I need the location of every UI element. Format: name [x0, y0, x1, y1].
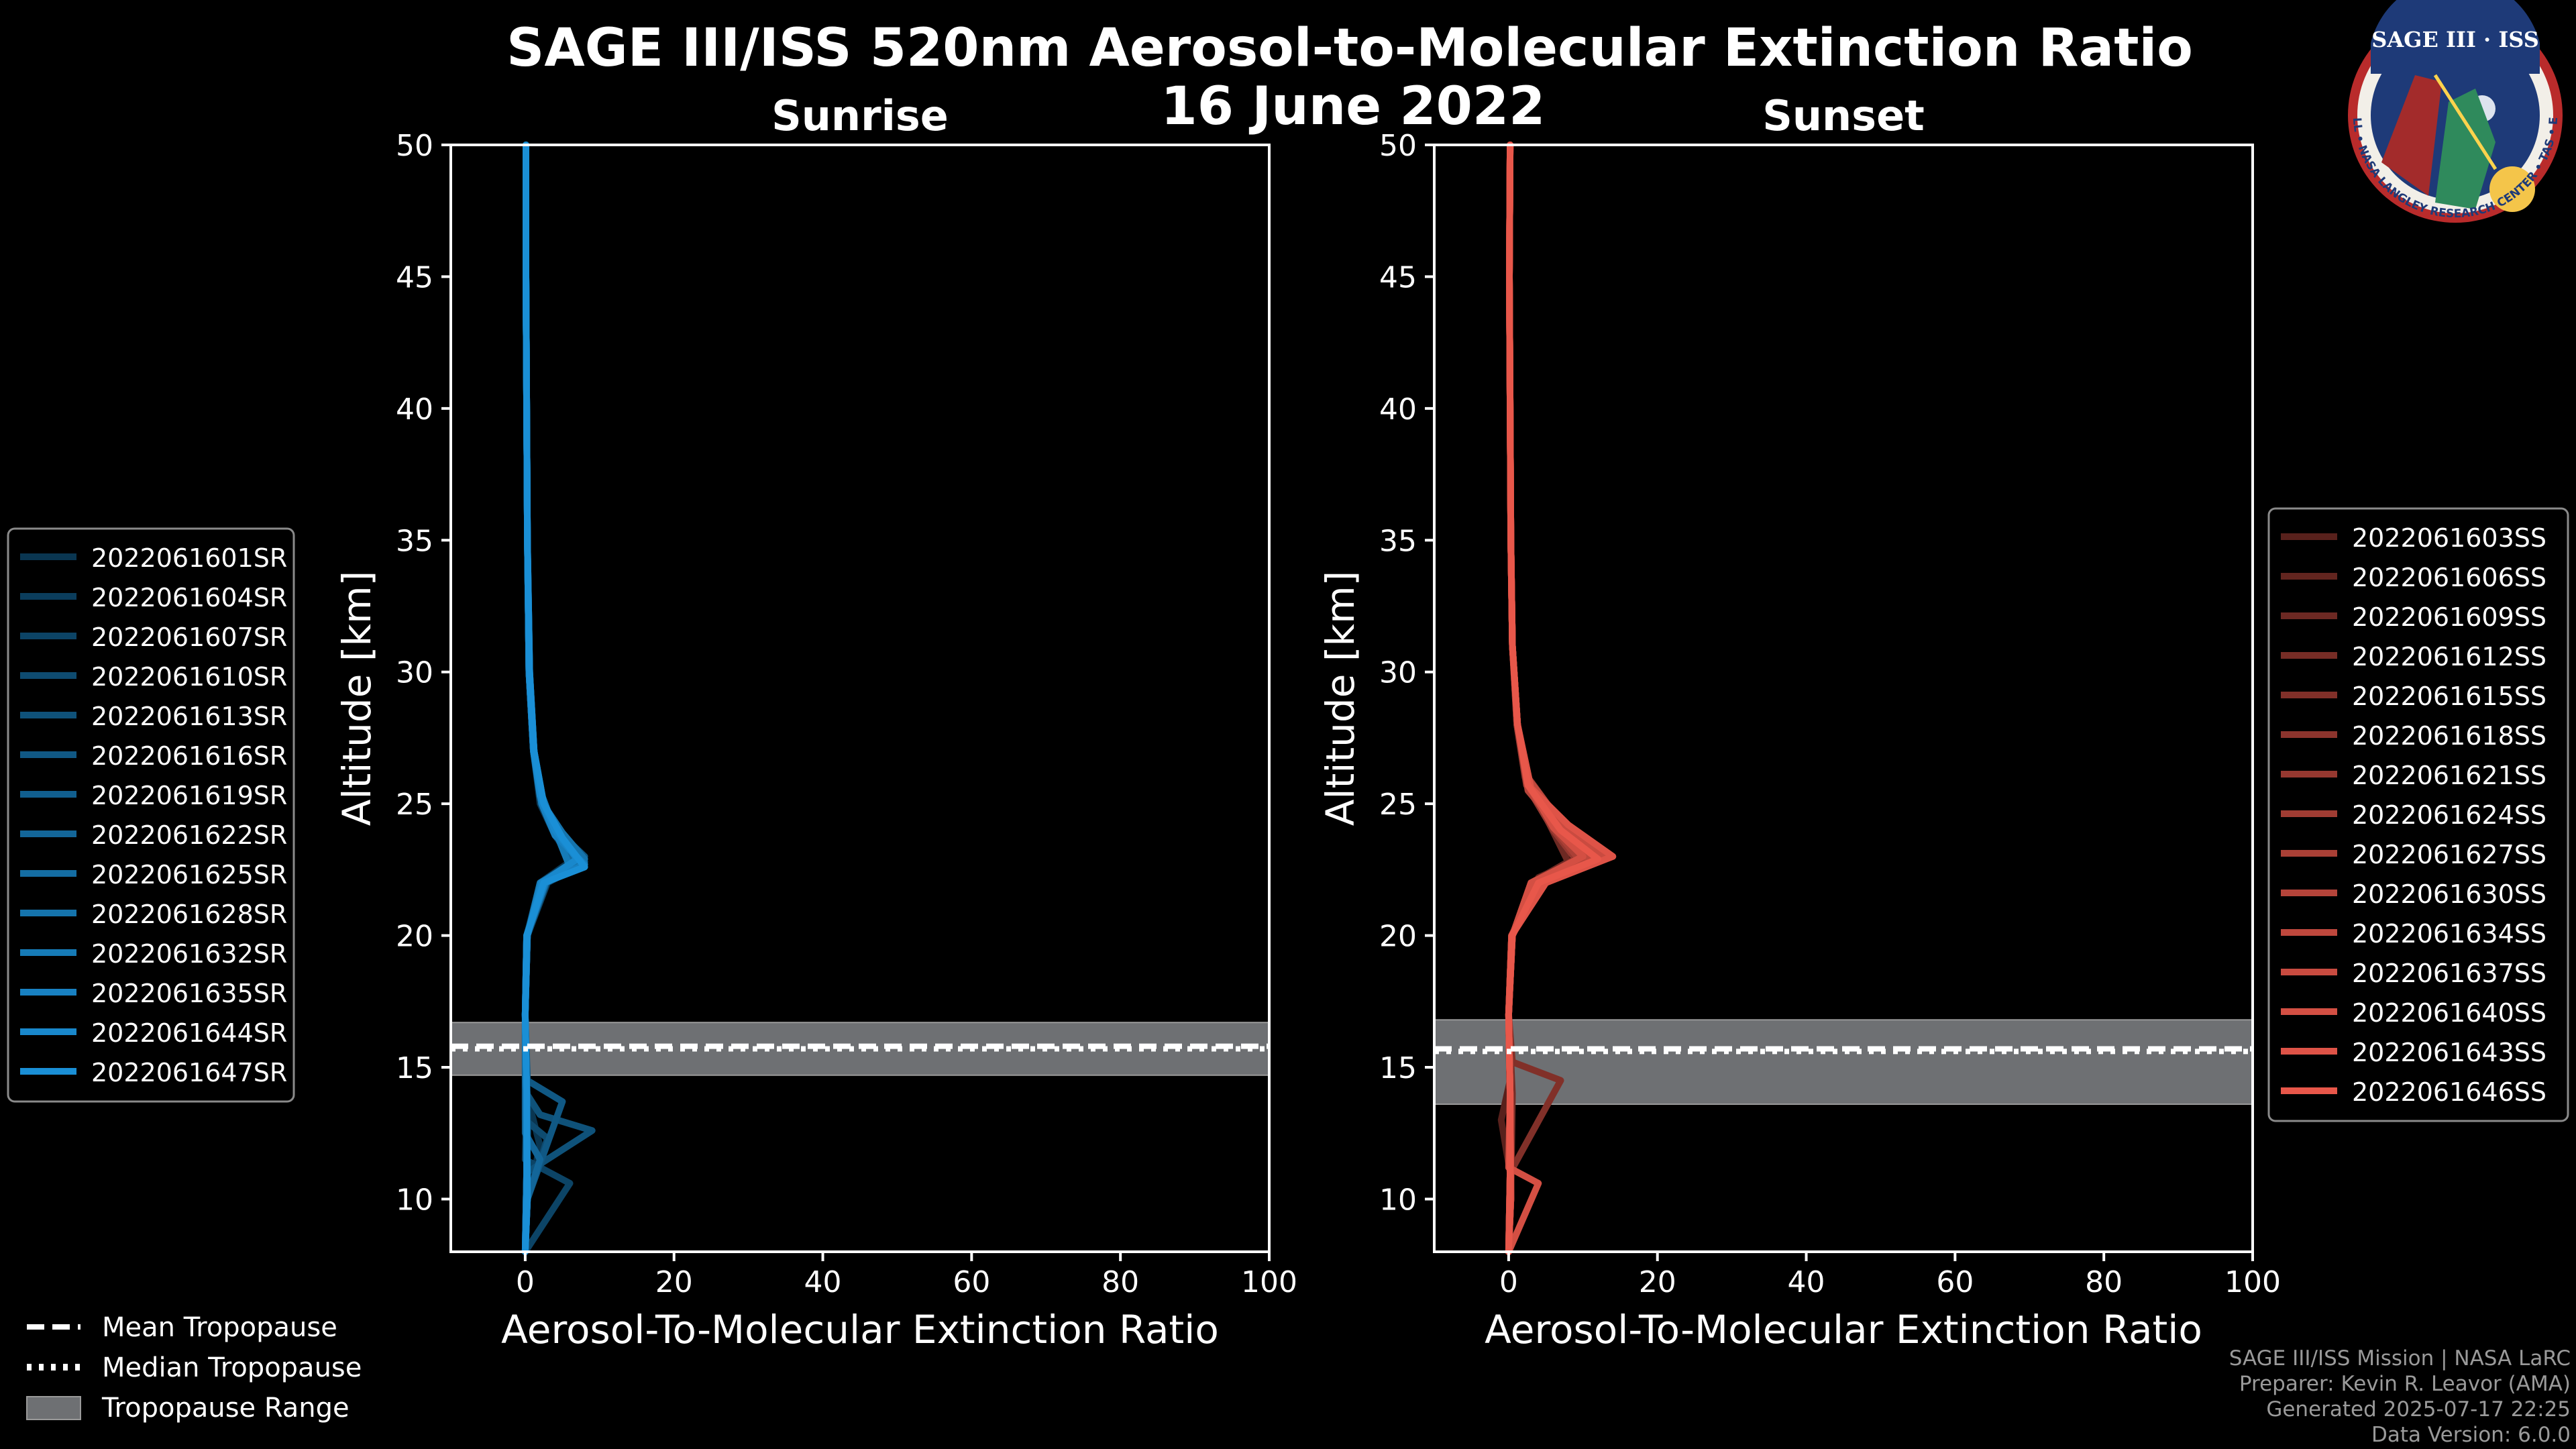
legend-entry: 2022061640SS [2352, 998, 2546, 1028]
legend-entry: 2022061604SR [91, 583, 287, 612]
legend-entry: 2022061643SS [2352, 1038, 2546, 1067]
panel-title: Sunset [1762, 91, 1925, 140]
legend-entry: 2022061630SS [2352, 879, 2546, 909]
x-tick-label: 100 [1241, 1265, 1297, 1299]
y-tick-label: 30 [1379, 656, 1417, 690]
y-tick-label: 35 [1379, 524, 1417, 558]
y-tick-label: 40 [396, 392, 433, 427]
legend-frame [7, 527, 295, 1103]
y-tick-label: 30 [396, 656, 433, 690]
panel-sunset: Sunset 0 20 40 60 80 100 10 15 20 25 30 35 40 45 50 Aero… [1318, 91, 2281, 1352]
legend-entry: 2022061627SS [2352, 840, 2546, 869]
y-tick-label: 20 [396, 920, 433, 954]
mean-tropopause-label: Mean Tropopause [102, 1312, 337, 1343]
x-tick-label: 20 [655, 1265, 693, 1299]
legend-entry: 2022061606SS [2352, 563, 2546, 592]
footer-generated: Generated 2025-07-17 22:25 [2266, 1397, 2571, 1421]
legend-entry: 2022061612SS [2352, 642, 2546, 672]
legend-entry: 2022061607SR [91, 623, 287, 652]
y-tick-label: 25 [1379, 788, 1417, 822]
logo-text: SAGE III · ISS [2371, 27, 2539, 52]
legend-frame [2267, 507, 2569, 1122]
y-tick-label: 45 [396, 260, 433, 294]
x-tick-label: 80 [2085, 1265, 2123, 1299]
panel-title: Sunrise [771, 91, 949, 140]
x-tick-label: 100 [2224, 1265, 2281, 1299]
x-axis-label: Aerosol-To-Molecular Extinction Ratio [1485, 1307, 2202, 1352]
legend-entry: 2022061609SS [2352, 602, 2546, 632]
x-axis-label: Aerosol-To-Molecular Extinction Ratio [501, 1307, 1219, 1352]
legend-entry: 2022061644SR [91, 1018, 287, 1048]
legend-entry: 2022061621SS [2352, 761, 2546, 790]
footer-version: Data Version: 6.0.0 [2371, 1423, 2571, 1447]
y-tick-label: 15 [1379, 1051, 1417, 1085]
plot-frame [1433, 144, 2254, 1253]
x-tick-label: 0 [516, 1265, 535, 1299]
x-tick-label: 20 [1639, 1265, 1676, 1299]
y-tick-label: 15 [396, 1051, 433, 1085]
y-tick-label: 10 [1379, 1183, 1417, 1217]
y-tick-label: 20 [1379, 920, 1417, 954]
legend-entry: 2022061610SR [91, 662, 287, 692]
footer: SAGE III/ISS Mission | NASA LaRC Prepare… [2229, 1346, 2571, 1447]
tropopause-range-band [1434, 1019, 2253, 1106]
y-axis-label: Altitude [km] [334, 571, 380, 826]
x-tick-label: 60 [1936, 1265, 1974, 1299]
x-tick-label: 0 [1499, 1265, 1518, 1299]
y-tick-label: 50 [396, 129, 433, 163]
footer-mission: SAGE III/ISS Mission | NASA LaRC [2229, 1346, 2571, 1371]
legend-entry: 2022061618SS [2352, 721, 2546, 751]
x-tick-label: 40 [804, 1265, 842, 1299]
legend-entry: 2022061624SS [2352, 800, 2546, 830]
x-tick-label: 80 [1102, 1265, 1139, 1299]
y-tick-label: 10 [396, 1183, 433, 1217]
legend-entry: 2022061632SR [91, 939, 287, 969]
y-tick-label: 45 [1379, 260, 1417, 294]
x-tick-label: 40 [1788, 1265, 1825, 1299]
legend-sunset: 2022061603SS 2022061606SS 2022061609SS 2022… [2267, 507, 2569, 1122]
panel-sunrise: Sunrise 0 20 40 60 80 100 10 15 20 25 30 35 40 45 50 Aer… [334, 91, 1297, 1352]
plot-frame [449, 144, 1271, 1253]
tropopause-range-swatch [26, 1396, 81, 1420]
y-tick-label: 50 [1379, 129, 1417, 163]
figure-title: SAGE III/ISS 520nm Aerosol-to-Molecular … [506, 18, 2193, 78]
legend-sunrise: 2022061601SR 2022061604SR 2022061607SR 2022… [7, 527, 295, 1103]
footer-preparer: Preparer: Kevin R. Leavor (AMA) [2239, 1372, 2571, 1396]
y-tick-label: 40 [1379, 392, 1417, 427]
legend-entry: 2022061634SS [2352, 919, 2546, 949]
legend-entry: 2022061628SR [91, 900, 287, 929]
legend-entry: 2022061625SR [91, 860, 287, 890]
legend-entry: 2022061616SR [91, 741, 287, 771]
legend-entry: 2022061637SS [2352, 959, 2546, 988]
series-line-2022061647SR [521, 142, 588, 1255]
tropopause-range-label: Tropopause Range [101, 1393, 350, 1424]
legend-entry: 2022061603SS [2352, 523, 2546, 553]
legend-entry: 2022061646SS [2352, 1077, 2546, 1107]
legend-entry: 2022061622SR [91, 820, 287, 850]
legend-entry: 2022061619SR [91, 781, 287, 810]
y-tick-label: 35 [396, 524, 433, 558]
y-tick-label: 25 [396, 788, 433, 822]
tropopause-legend: Mean Tropopause Median Tropopause Tropop… [26, 1312, 362, 1424]
series-line-2022061646SS [1505, 142, 1601, 1255]
x-tick-label: 60 [953, 1265, 990, 1299]
median-tropopause-label: Median Tropopause [102, 1352, 362, 1383]
figure-date: 16 June 2022 [1161, 76, 1546, 137]
plot-area [451, 145, 1269, 1252]
y-axis-label: Altitude [km] [1318, 571, 1363, 826]
legend-entry: 2022061613SR [91, 702, 287, 731]
legend-entry: 2022061601SR [91, 543, 287, 573]
legend-entry: 2022061647SR [91, 1058, 287, 1087]
legend-entry: 2022061635SR [91, 979, 287, 1008]
sage-logo: SAGE III · ISS BALL • NASA LANGLEY RESEA… [2348, 0, 2563, 223]
legend-entry: 2022061615SS [2352, 682, 2546, 711]
